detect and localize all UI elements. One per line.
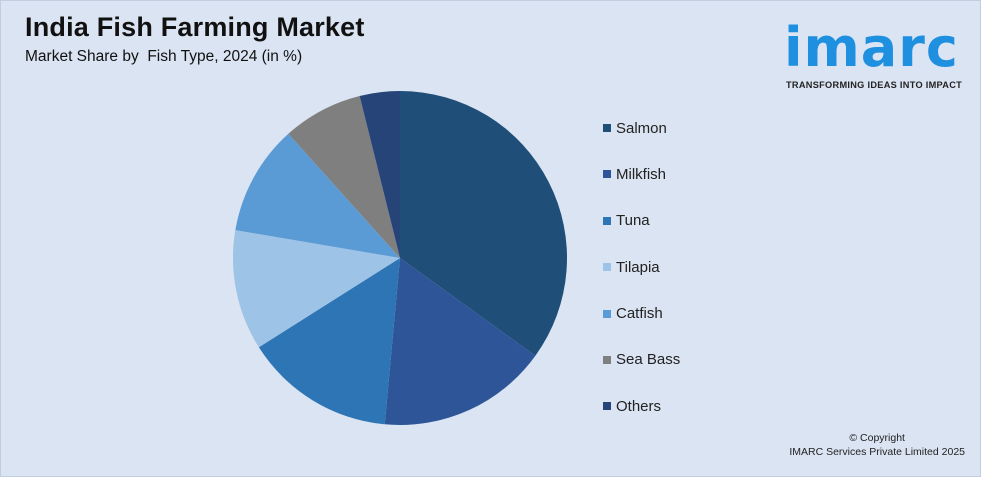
legend-label: Tuna [616,212,650,230]
pie-slice-tilapia [232,230,400,348]
legend-label: Others [616,397,662,415]
legend-swatch [603,216,611,225]
pie-chart [232,91,567,425]
chart-subtitle: Market Share by Fish Type, 2024 (in %) [25,48,303,65]
legend-item-salmon: Salmon [603,118,680,138]
copyright-notice: © Copyright IMARC Services Private Limit… [789,431,965,459]
logo-tagline: TRANSFORMING IDEAS INTO IMPACT [786,80,963,90]
chart-legend: Salmon Milkfish Tuna Tilapia Catfish Sea Bass… [603,118,680,443]
legend-swatch [603,170,611,179]
legend-swatch [603,355,611,364]
legend-item-tilapia: Tilapia [603,257,680,277]
pie-slice-sea-bass [288,95,400,258]
logo-wordmark: imarc [784,16,959,79]
copyright-line-2: IMARC Services Private Limited 2025 [789,446,965,458]
legend-item-milkfish: Milkfish [603,164,680,184]
legend-item-sea-bass: Sea Bass [603,350,680,370]
copyright-line-1: © Copyright [849,432,905,444]
legend-item-tuna: Tuna [603,211,680,231]
pie-slice-others [359,91,400,258]
legend-item-catfish: Catfish [603,304,680,324]
pie-slice-salmon [400,91,567,356]
legend-label: Salmon [616,119,667,137]
legend-label: Tilapia [616,258,660,276]
legend-label: Sea Bass [616,351,681,369]
imarc-logo: imarc TRANSFORMING IDEAS INTO IMPACT [784,8,974,94]
legend-swatch [603,263,611,272]
pie-slice-milkfish [384,258,536,425]
pie-slice-catfish [235,133,400,258]
legend-swatch [603,402,611,411]
chart-title: India Fish Farming Market [25,12,365,42]
legend-swatch [603,309,611,318]
legend-item-others: Others [603,396,680,416]
legend-label: Catfish [616,305,663,323]
legend-label: Milkfish [616,165,667,183]
legend-swatch [603,124,611,132]
pie-slice-tuna [258,258,400,425]
